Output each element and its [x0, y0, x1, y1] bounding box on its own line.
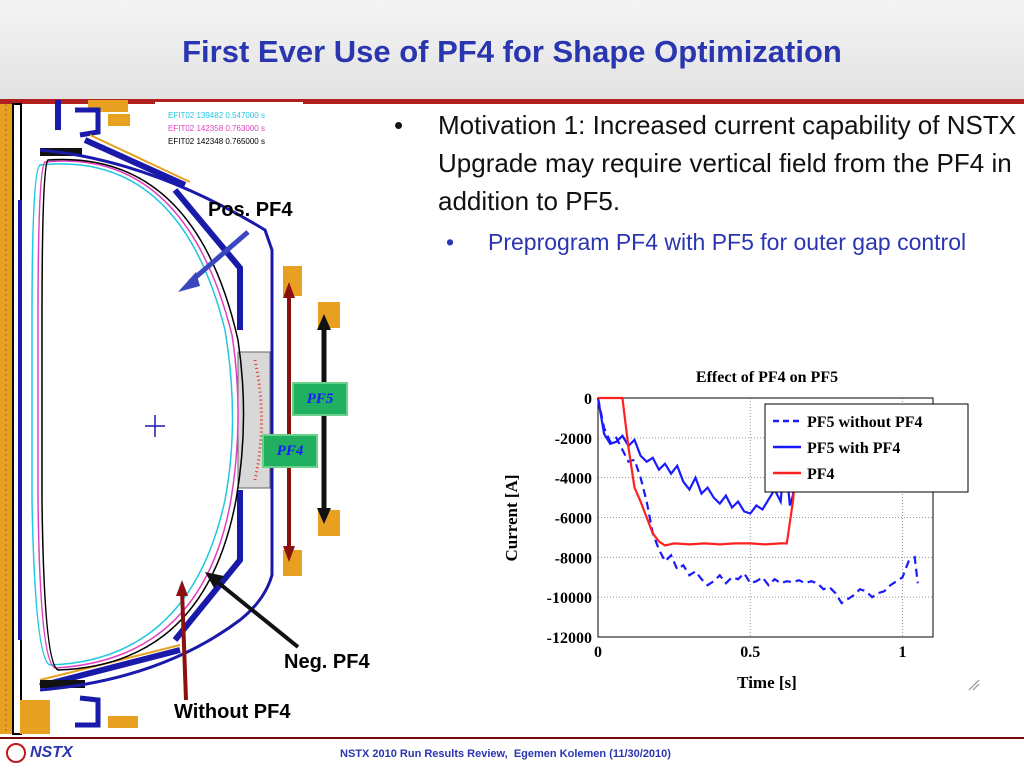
y-tick-label: -6000 — [555, 511, 592, 528]
header-rule — [0, 99, 1024, 104]
y-tick-label: 0 — [584, 391, 592, 408]
resize-grip-icon — [968, 679, 980, 691]
legend-entry-0: PF5 without PF4 — [807, 414, 923, 431]
x-tick-label: 0.5 — [740, 644, 760, 661]
footer-citation: NSTX 2010 Run Results Review, Egemen Kol… — [340, 748, 671, 760]
efit-legend-2: EFIT02 142358 0.763000 s — [168, 124, 265, 133]
nstx-logo-text: NSTX — [30, 744, 73, 761]
series-line-2 — [598, 396, 798, 547]
bullet-marker: • — [394, 110, 404, 140]
bullet-main: • Motivation 1: Increased current capabi… — [388, 106, 1018, 220]
bullet-sub-marker: • — [446, 229, 455, 255]
pf5-tag: PF5 — [292, 382, 348, 416]
slide-title: First Ever Use of PF4 for Shape Optimiza… — [182, 34, 842, 69]
plasma-boundary-142358 — [37, 160, 239, 669]
efit-legend-3: EFIT02 142348 0.765000 s — [168, 137, 265, 146]
neg-pf4-label: Neg. PF4 — [284, 651, 370, 673]
plasma-boundary-142348 — [41, 158, 245, 671]
legend-entry-1: PF5 with PF4 — [807, 440, 900, 457]
vacuum-vessel — [39, 148, 274, 692]
pf4-tag: PF4 — [262, 434, 318, 468]
efit-legend-1: EFIT02 139482 0.547000 s — [168, 111, 265, 120]
bullet-list: • Motivation 1: Increased current capabi… — [388, 106, 1018, 259]
without-pf4-label: Without PF4 — [174, 701, 291, 723]
without-pf4-arrow — [176, 580, 188, 701]
tokamak-cross-section: EFIT02 139482 0.547000 s EFIT02 142358 0… — [0, 100, 340, 735]
y-tick-label: -2000 — [555, 431, 592, 448]
pos-pf4-label: Pos. PF4 — [208, 199, 293, 221]
neg-pf4-arrow — [205, 572, 300, 649]
x-tick-label: 0 — [594, 644, 602, 661]
bullet-sub: • Preprogram PF4 with PF5 for outer gap … — [388, 226, 1018, 259]
pf4-pf5-chart: Effect of PF4 on PF5 0 -2000 -4000 -6000 -80… — [502, 369, 980, 692]
pf-coils-right — [283, 266, 340, 576]
pf4-range-arrow — [317, 314, 331, 524]
pf5-range-arrow — [283, 282, 295, 562]
pos-pf4-arrow — [178, 230, 250, 292]
y-tick-label: -10000 — [547, 590, 592, 607]
plasma-boundary-139482 — [31, 163, 234, 666]
lower-divertor-structures — [20, 490, 243, 734]
nstx-logo-icon — [6, 743, 26, 763]
y-tick-label: -8000 — [555, 550, 592, 567]
efit-legend-panel — [155, 102, 303, 150]
chart-title: Effect of PF4 on PF5 — [696, 369, 838, 386]
bullet-main-text: Motivation 1: Increased current capabili… — [438, 110, 1017, 216]
header-band — [0, 0, 1024, 100]
magnetic-axis-marker — [145, 415, 165, 437]
legend-entry-2: PF4 — [807, 466, 835, 483]
chart-legend: PF5 without PF4 PF5 with PF4 PF4 — [764, 403, 969, 493]
footer-rule — [0, 737, 1024, 739]
x-tick-label: 1 — [899, 644, 907, 661]
y-axis-label: Current [A] — [502, 474, 521, 561]
plot-frame — [597, 397, 934, 638]
y-tick-label: -4000 — [555, 471, 592, 488]
y-tick-label: -12000 — [547, 630, 592, 647]
bullet-sub-text: Preprogram PF4 with PF5 for outer gap co… — [488, 229, 967, 255]
x-axis-label: Time [s] — [737, 673, 797, 692]
